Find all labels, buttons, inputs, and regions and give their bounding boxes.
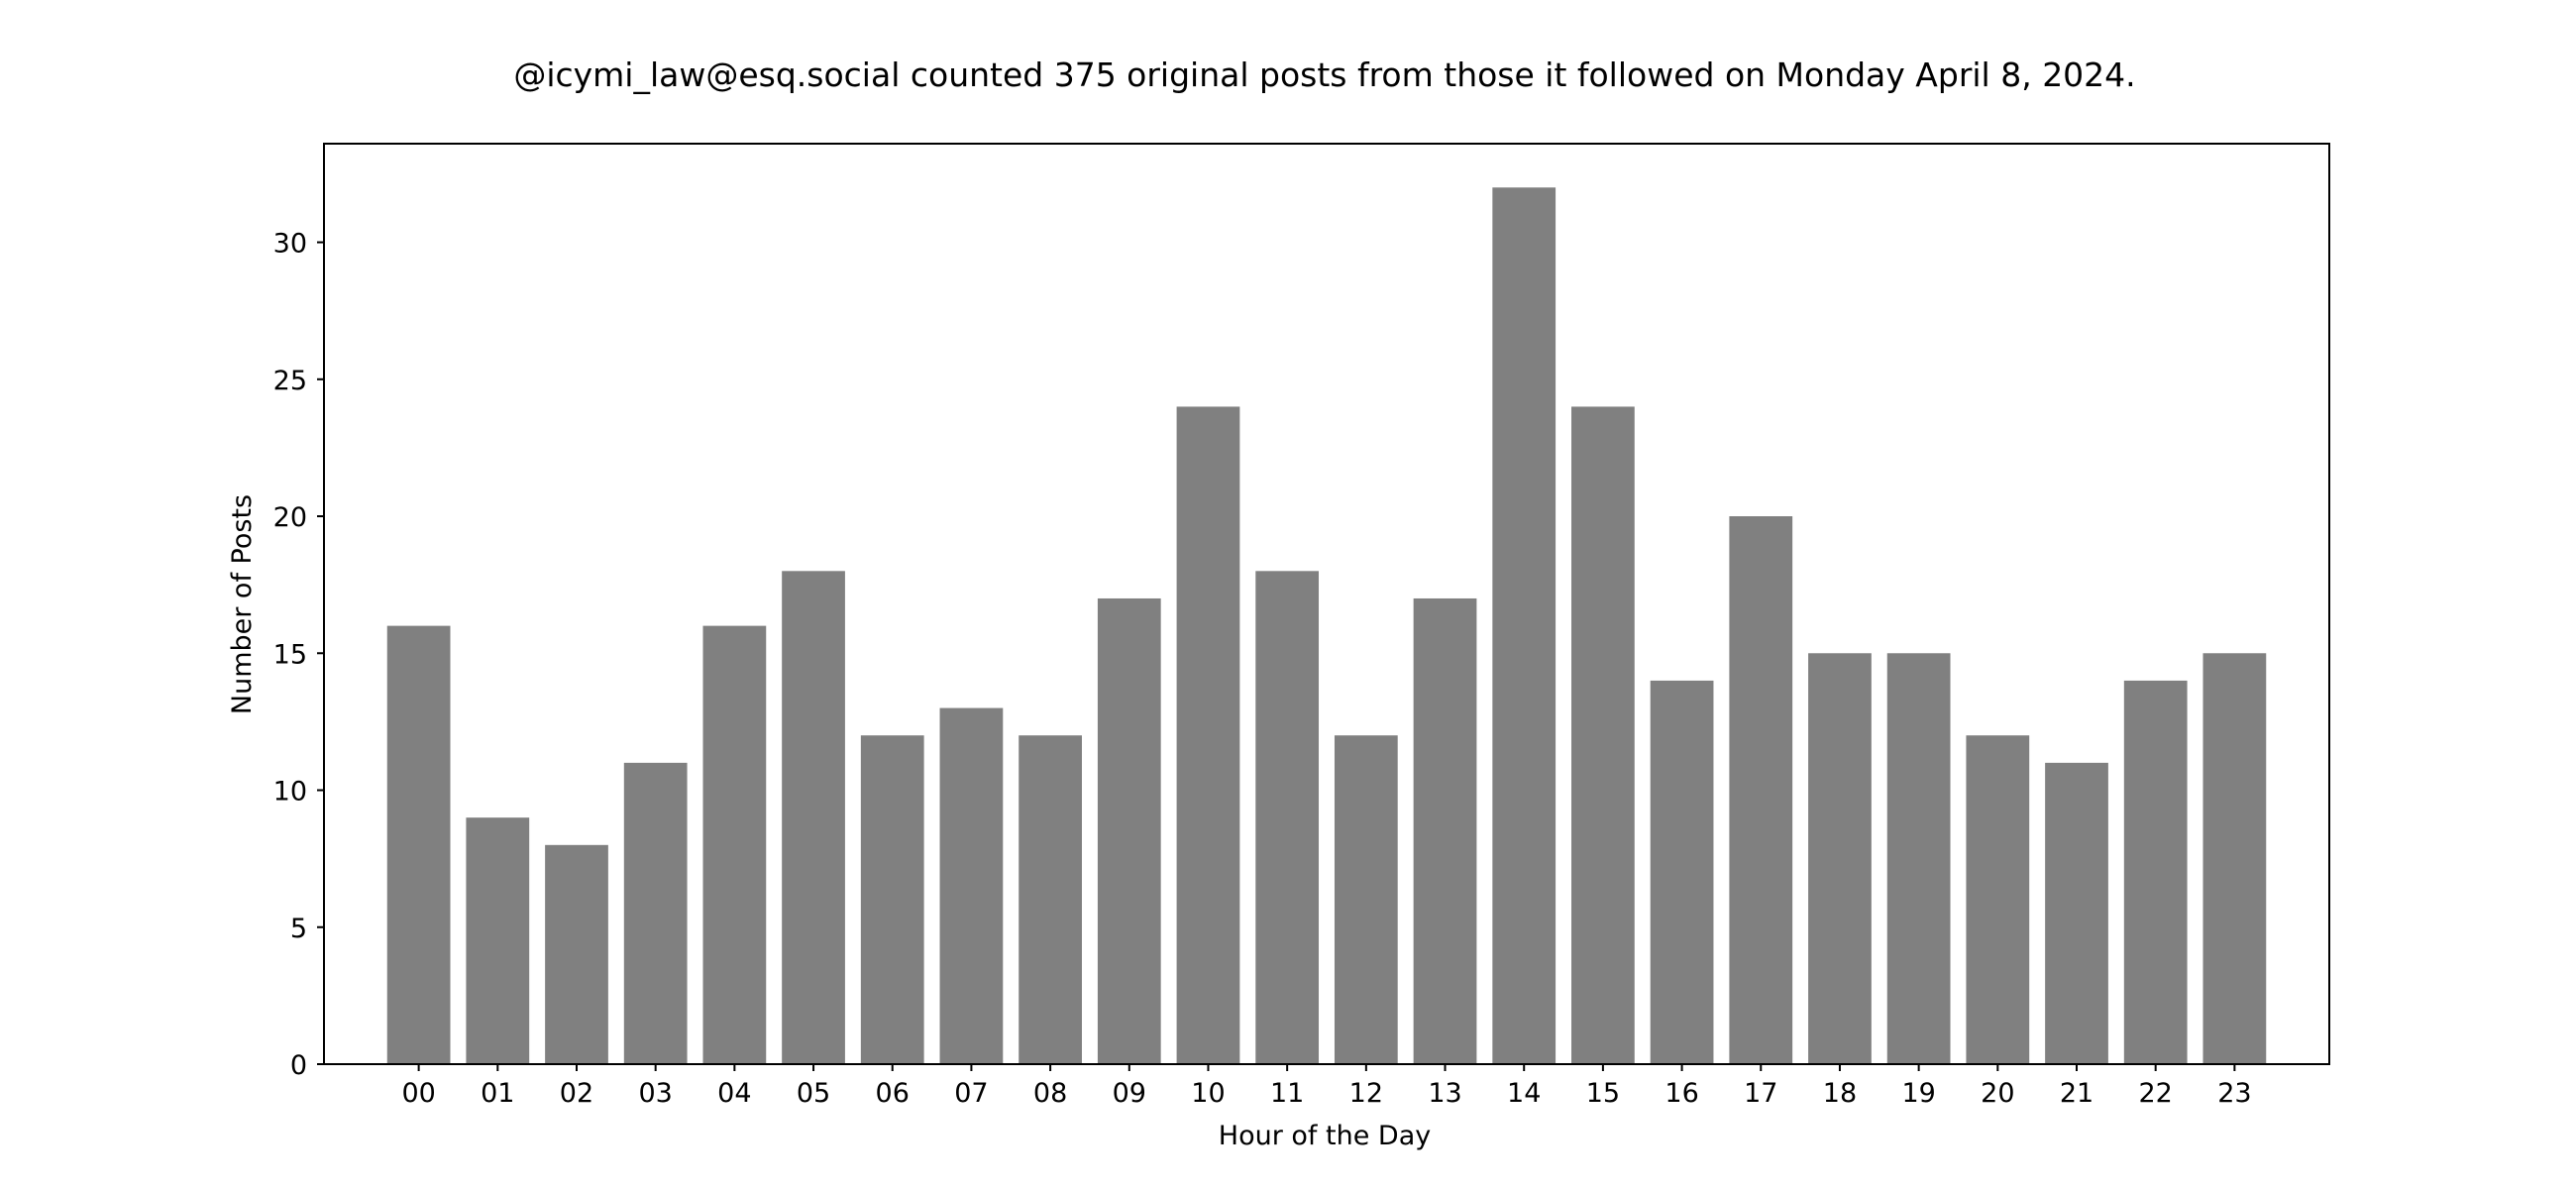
- bar-22: [2123, 680, 2188, 1064]
- bar-06: [860, 735, 924, 1064]
- bars-layer: [386, 187, 2267, 1065]
- x-tick-label-14: 14: [1507, 1078, 1541, 1109]
- x-tick-label-01: 01: [481, 1078, 514, 1109]
- bar-04: [702, 625, 767, 1064]
- bar-20: [1966, 735, 2030, 1064]
- plot-frame: [323, 143, 2330, 1065]
- bar-13: [1413, 597, 1477, 1064]
- bar-08: [1019, 735, 1082, 1064]
- y-axis: 0 5 10 15 20 25 30: [273, 229, 324, 1081]
- x-tick-label-08: 08: [1033, 1078, 1067, 1109]
- bar-11: [1255, 571, 1320, 1064]
- y-tick-label-5: 5: [290, 914, 307, 944]
- x-axis-label: Hour of the Day: [1219, 1121, 1431, 1151]
- x-tick-label-13: 13: [1428, 1078, 1461, 1109]
- bar-02: [545, 844, 608, 1064]
- bar-17: [1729, 516, 1793, 1064]
- x-tick-label-23: 23: [2217, 1078, 2251, 1109]
- x-tick-label-10: 10: [1191, 1078, 1225, 1109]
- x-tick-label-02: 02: [560, 1078, 593, 1109]
- x-tick-label-04: 04: [717, 1078, 751, 1109]
- x-tick-label-20: 20: [1981, 1078, 2014, 1109]
- bar-23: [2202, 653, 2267, 1064]
- bar-21: [2045, 762, 2108, 1064]
- bar-18: [1808, 653, 1872, 1064]
- y-tick-label-15: 15: [273, 639, 307, 670]
- bar-05: [782, 571, 845, 1064]
- x-tick-label-21: 21: [2060, 1078, 2093, 1109]
- x-tick-label-00: 00: [401, 1078, 435, 1109]
- bar-07: [939, 707, 1004, 1064]
- bar-19: [1886, 653, 1951, 1064]
- bar-16: [1650, 680, 1714, 1064]
- y-tick-label-20: 20: [273, 502, 307, 533]
- x-tick-label-17: 17: [1744, 1078, 1777, 1109]
- x-tick-label-07: 07: [954, 1078, 988, 1109]
- x-axis: 00 01 02 03 04 05 06 07 08 09 10 11 12 13 14 15 16 17 18 19…: [401, 1064, 2252, 1109]
- y-tick-label-10: 10: [273, 777, 307, 808]
- y-tick-label-25: 25: [273, 366, 307, 396]
- x-tick-label-11: 11: [1270, 1078, 1304, 1109]
- bar-09: [1097, 597, 1161, 1064]
- y-tick-label-30: 30: [273, 229, 307, 260]
- bar-12: [1334, 735, 1398, 1064]
- bar-01: [466, 817, 530, 1064]
- bar-00: [386, 625, 451, 1064]
- bar-10: [1176, 406, 1240, 1064]
- y-axis-label: Number of Posts: [227, 494, 258, 714]
- x-tick-label-16: 16: [1664, 1078, 1698, 1109]
- x-tick-label-06: 06: [876, 1078, 910, 1109]
- chart-title: @icymi_law@esq.social counted 375 origin…: [513, 55, 2135, 94]
- x-tick-label-19: 19: [1901, 1078, 1935, 1109]
- x-tick-label-18: 18: [1823, 1078, 1857, 1109]
- y-tick-label-0: 0: [290, 1050, 307, 1081]
- x-tick-label-15: 15: [1586, 1078, 1620, 1109]
- x-tick-label-22: 22: [2139, 1078, 2173, 1109]
- bar-14: [1492, 187, 1556, 1065]
- x-tick-label-03: 03: [638, 1078, 672, 1109]
- x-tick-label-12: 12: [1349, 1078, 1383, 1109]
- bar-15: [1571, 406, 1635, 1064]
- bar-03: [623, 762, 688, 1064]
- x-tick-label-09: 09: [1113, 1078, 1146, 1109]
- x-tick-label-05: 05: [797, 1078, 830, 1109]
